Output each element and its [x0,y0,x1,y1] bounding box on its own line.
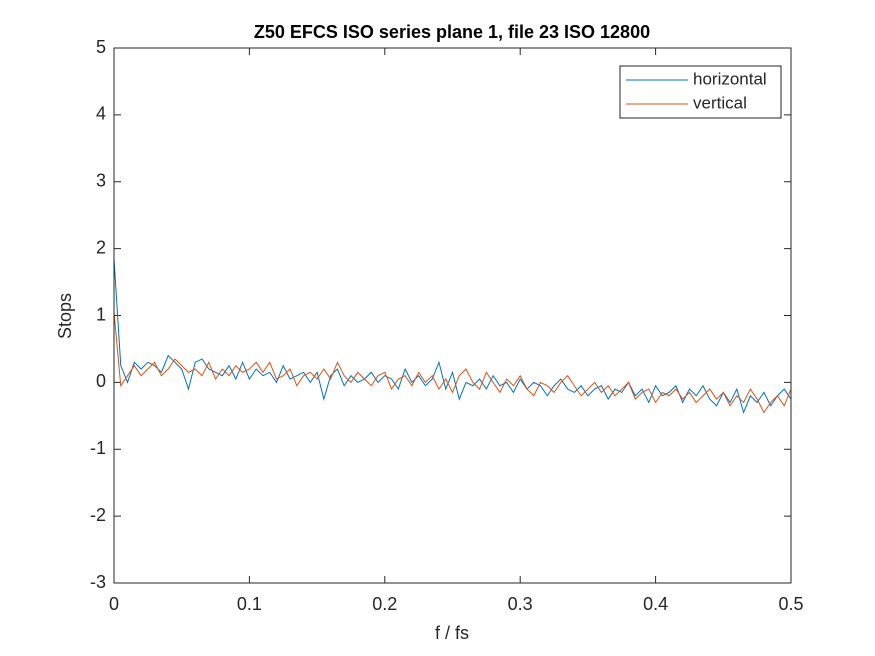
chart-title: Z50 EFCS ISO series plane 1, file 23 ISO… [254,22,650,42]
y-tick-label: 1 [96,304,106,324]
x-tick-label: 0.4 [643,594,668,614]
x-tick-label: 0.2 [372,594,397,614]
x-axis-label: f / fs [435,623,469,643]
y-tick-label: 0 [96,371,106,391]
line-series [113,312,792,414]
y-tick-label: -2 [90,505,106,525]
y-axis-label: Stops [55,293,75,339]
y-tick-label: -1 [90,438,106,458]
plot-area [114,48,791,583]
legend-label: horizontal [693,69,767,88]
y-tick-label: 4 [96,104,106,124]
y-tick-label: -3 [90,572,106,592]
line-series [113,258,792,414]
legend-label: vertical [693,93,747,112]
y-tick-label: 5 [96,37,106,57]
legend-box [619,65,782,119]
x-tick-label: 0.5 [778,594,803,614]
y-tick-label: 2 [96,237,106,257]
x-tick-label: 0 [109,594,119,614]
x-tick-label: 0.1 [237,594,262,614]
y-tick-label: 3 [96,171,106,191]
axes-box [113,47,792,584]
x-tick-label: 0.3 [508,594,533,614]
